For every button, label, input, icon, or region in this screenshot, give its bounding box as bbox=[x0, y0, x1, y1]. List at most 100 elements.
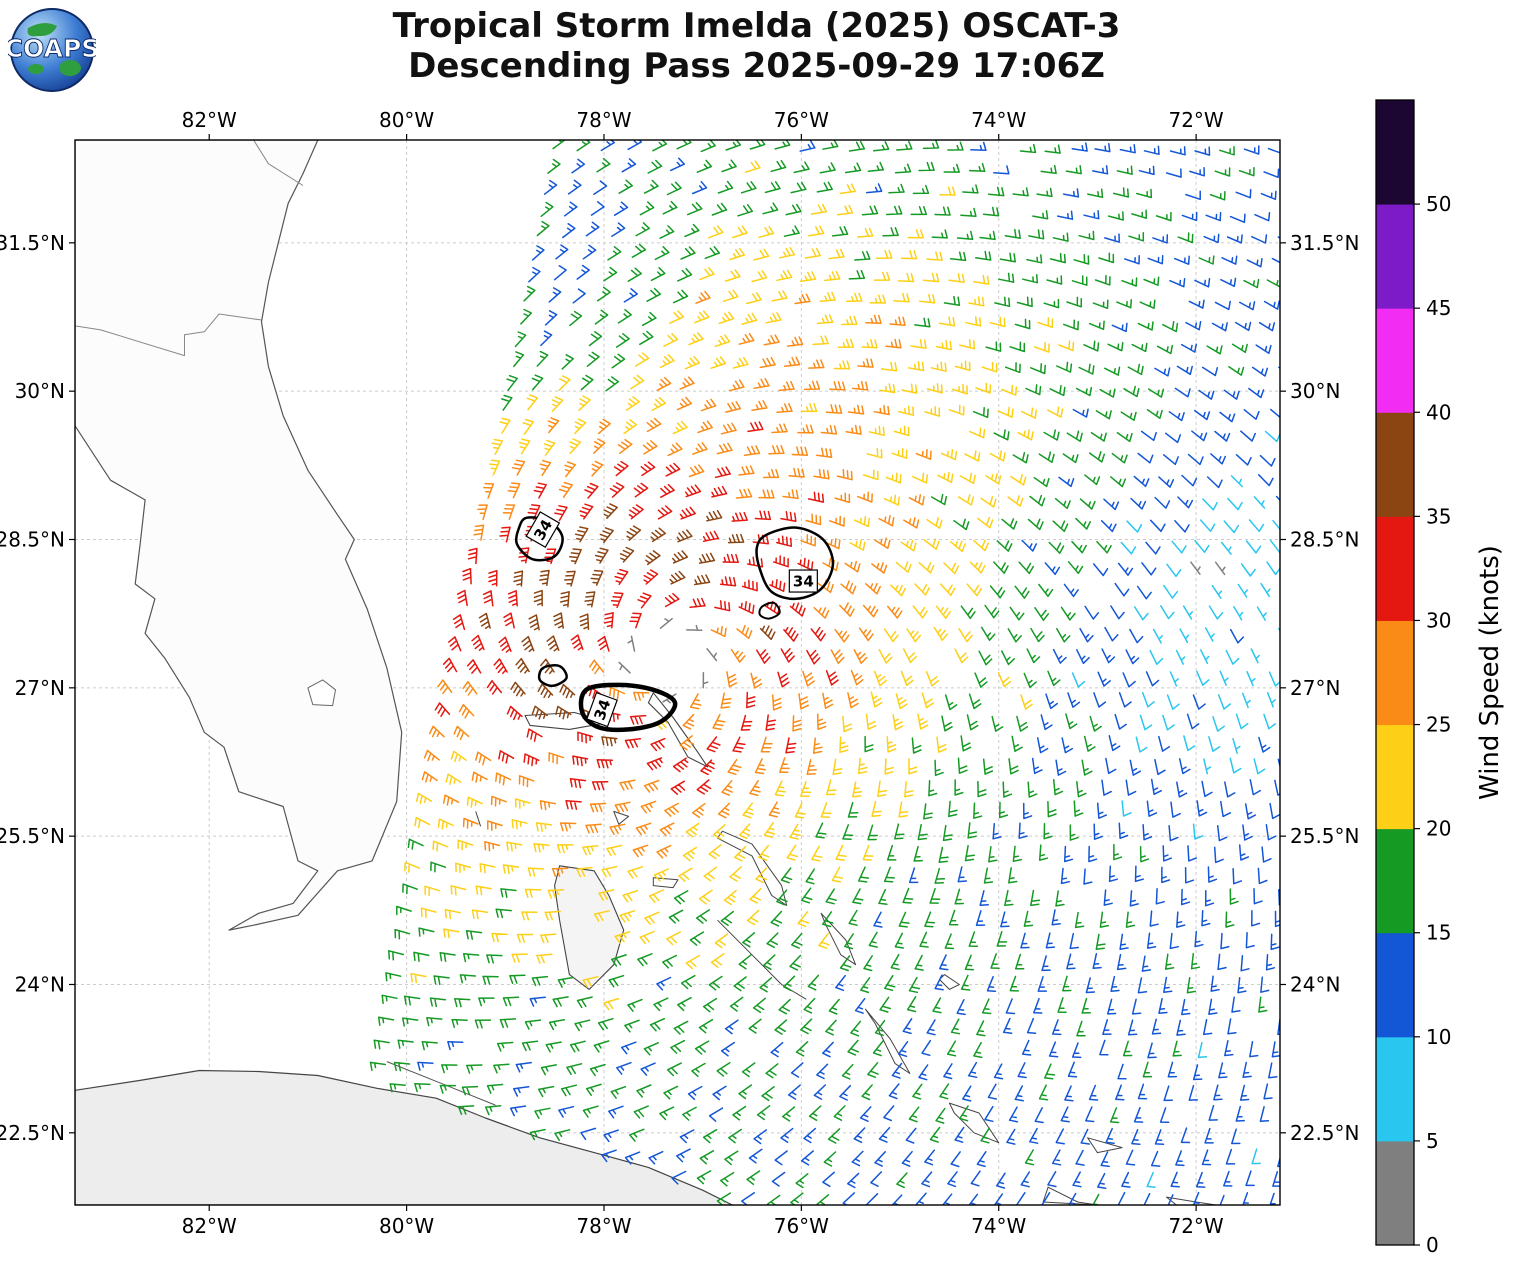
colorbar-segment bbox=[1376, 516, 1414, 621]
coaps-logo-graphic: COAPS bbox=[4, 8, 100, 92]
axis-tick-label: 31.5°N bbox=[0, 231, 65, 255]
axis-tick-label: 72°W bbox=[1168, 1214, 1223, 1238]
colorbar-tick-label: 30 bbox=[1426, 608, 1451, 632]
colorbar-tick-label: 0 bbox=[1426, 1233, 1439, 1257]
chart-title-line2: Descending Pass 2025-09-29 17:06Z bbox=[408, 46, 1105, 87]
axis-tick-label: 82°W bbox=[182, 1214, 237, 1238]
axis-tick-label: 28.5°N bbox=[1290, 527, 1360, 551]
coastline-long-island bbox=[865, 1008, 911, 1074]
axis-tick-label: 24°N bbox=[15, 972, 65, 996]
axis-tick-label: 76°W bbox=[774, 1214, 829, 1238]
coastline-abaco bbox=[647, 692, 709, 768]
wind-barb-path-10-15kt bbox=[417, 140, 1280, 1205]
wind-radii-contour bbox=[755, 526, 835, 601]
globe-continent-shape bbox=[59, 60, 81, 76]
colorbar-segment bbox=[1376, 412, 1414, 517]
coastline-berry-islands bbox=[613, 810, 630, 825]
wind-radii-contour bbox=[537, 664, 568, 688]
coastline-layer bbox=[75, 140, 1217, 1205]
colorbar-tick-label: 10 bbox=[1426, 1025, 1451, 1049]
colorbar-segment bbox=[1376, 724, 1414, 830]
wind-barb-path-5-10kt bbox=[1071, 430, 1280, 1188]
axis-tick-label: 74°W bbox=[971, 1214, 1026, 1238]
colorbar-segment bbox=[1376, 932, 1414, 1038]
colorbar-segment bbox=[1376, 828, 1414, 934]
axis-tick-label: 27°N bbox=[1290, 676, 1340, 700]
colorbar-tick-label: 45 bbox=[1426, 296, 1451, 320]
axis-tick-label: 22.5°N bbox=[1290, 1121, 1360, 1145]
colorbar-outline bbox=[1375, 99, 1415, 1246]
coaps-logo-text: COAPS bbox=[8, 34, 96, 63]
axis-tick-label: 22.5°N bbox=[0, 1121, 65, 1145]
colorbar-segment bbox=[1376, 308, 1414, 413]
axis-tick-label: 25.5°N bbox=[0, 824, 65, 848]
contour-label-box bbox=[788, 569, 818, 593]
colorbar-tick-label: 40 bbox=[1426, 400, 1451, 424]
colorbar-segment bbox=[1376, 100, 1414, 205]
coastline-andros bbox=[554, 865, 625, 990]
axis-tick-label: 24°N bbox=[1290, 972, 1340, 996]
colorbar-tick-label: 35 bbox=[1426, 504, 1451, 528]
colorbar-segment bbox=[1376, 1140, 1414, 1246]
globe-continent-shape bbox=[27, 22, 57, 37]
axis-tick-label: 74°W bbox=[971, 108, 1026, 132]
wind-barb-path-25-30kt bbox=[421, 290, 932, 877]
axis-tick-label: 25.5°N bbox=[1290, 824, 1360, 848]
colorbar-tick-label: 20 bbox=[1426, 817, 1451, 841]
axis-tick-label: 76°W bbox=[774, 108, 829, 132]
coastline-turks-caicos bbox=[1166, 1196, 1217, 1205]
axis-tick-label: 80°W bbox=[379, 1214, 434, 1238]
coastline-eleuthera bbox=[717, 830, 788, 906]
axis-tick-label: 28.5°N bbox=[0, 527, 65, 551]
coastline-inagua bbox=[1042, 1186, 1098, 1205]
contour-label-group: 34 bbox=[788, 569, 818, 593]
wind-barb-path-20-25kt bbox=[404, 160, 1075, 1011]
axis-layer: 82°W 82°W 80°W 80°W 78°W 78°W 76°W 76°W 74°W 74°W… bbox=[0, 108, 1360, 1238]
contour-label: 34 bbox=[793, 573, 814, 591]
coastline-lake-okeechobee bbox=[307, 679, 336, 707]
wind-radii-contour bbox=[578, 682, 678, 733]
colorbar-segment bbox=[1376, 204, 1414, 309]
axis-tick-label: 72°W bbox=[1168, 108, 1223, 132]
contour-label-group: 34 bbox=[586, 691, 618, 728]
colorbar-axis-label: Wind Speed (knots) bbox=[1475, 545, 1505, 800]
coastline-fl-ga-border bbox=[75, 313, 262, 357]
axis-tick-label: 78°W bbox=[576, 1214, 631, 1238]
axis-tick-label: 30°N bbox=[1290, 379, 1340, 403]
colorbar-segment bbox=[1376, 620, 1414, 726]
colorbar-tick-label: 5 bbox=[1426, 1129, 1439, 1153]
colorbar-tick-label: 50 bbox=[1426, 192, 1451, 216]
chart-title-line1: Tropical Storm Imelda (2025) OSCAT-3 bbox=[392, 6, 1121, 46]
axis-tick-label: 31.5°N bbox=[1290, 231, 1360, 255]
coastline-cuba bbox=[75, 1069, 733, 1205]
contour-layer: 34 34 34 bbox=[514, 511, 835, 733]
plot-frame bbox=[74, 139, 1281, 1206]
axis-tick-label: 27°N bbox=[15, 676, 65, 700]
coaps-logo: COAPS bbox=[4, 6, 100, 94]
coastline-bimini bbox=[475, 811, 482, 827]
axis-tick-label: 80°W bbox=[379, 108, 434, 132]
colorbar: 0 5 10 15 20 25 30 35 40 45 50 Wind Speed (knots) bbox=[1375, 99, 1505, 1257]
wind-barb-path-15-20kt bbox=[369, 140, 1280, 1205]
colorbar-tick-label: 15 bbox=[1426, 921, 1451, 945]
colorbar-tick-label: 25 bbox=[1426, 713, 1451, 737]
coastline-exuma-chain bbox=[717, 919, 807, 1000]
wind-barb-path-35-40kt bbox=[478, 503, 776, 747]
coastline-florida-se-us bbox=[75, 140, 403, 931]
coastline-new-providence bbox=[652, 877, 679, 889]
wind-barb-path-0-5kt bbox=[618, 561, 1226, 704]
contour-label-box bbox=[525, 511, 561, 549]
coastline-san-salvador bbox=[939, 974, 960, 990]
coastline-ga-sc-border bbox=[253, 140, 304, 186]
colorbar-segment bbox=[1376, 1036, 1414, 1142]
contour-label-group: 34 bbox=[525, 511, 561, 549]
wind-radii-contour bbox=[758, 601, 781, 620]
axis-tick-label: 82°W bbox=[182, 108, 237, 132]
axis-tick-label: 78°W bbox=[576, 108, 631, 132]
globe-continent-shape bbox=[28, 64, 44, 74]
chart-title: Tropical Storm Imelda (2025) OSCAT-3 Des… bbox=[0, 6, 1513, 86]
wind-barb-layer bbox=[369, 140, 1280, 1205]
wind-barb-path-30-35kt bbox=[434, 421, 839, 810]
contour-label-box bbox=[586, 691, 618, 728]
